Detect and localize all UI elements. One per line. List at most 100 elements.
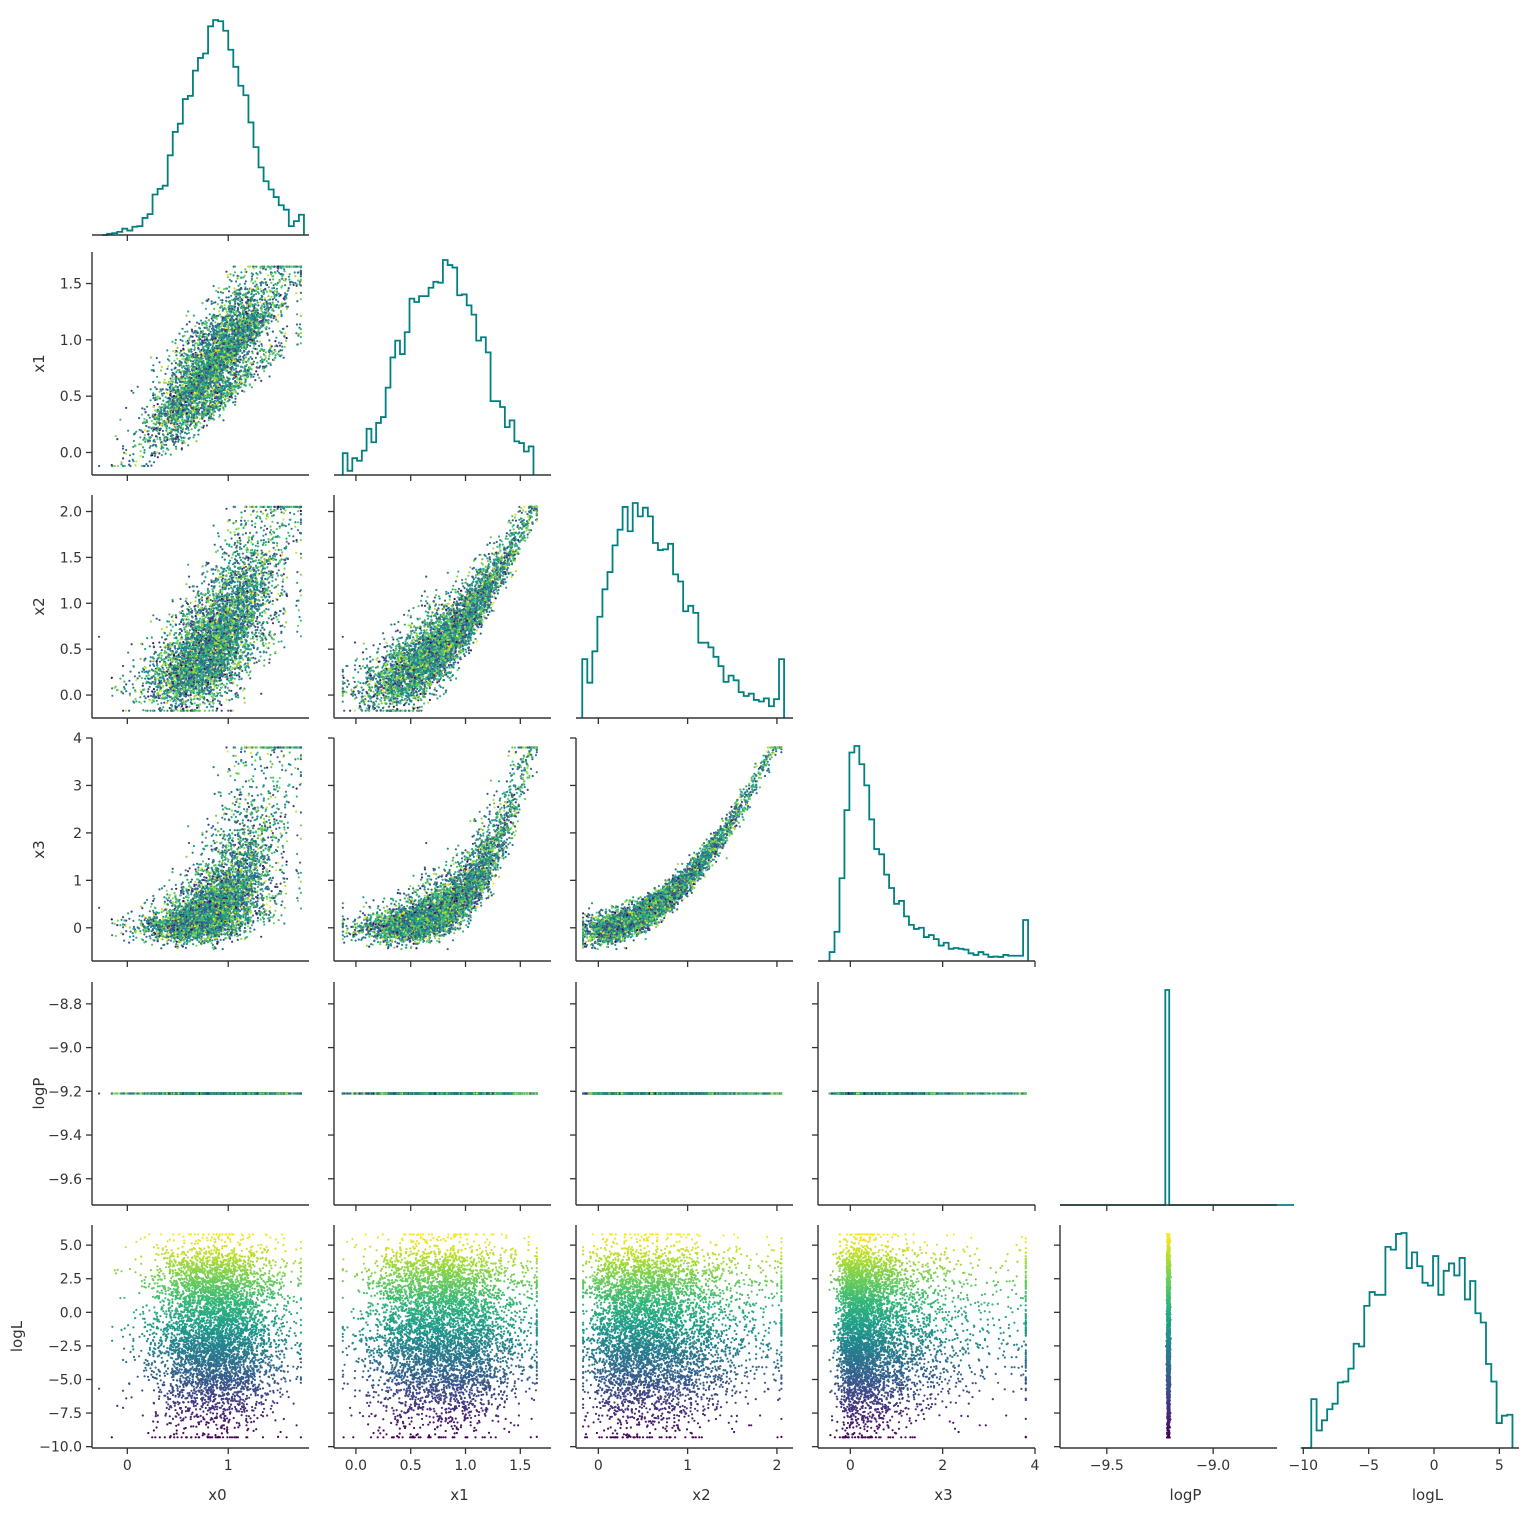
scatter-point [283, 298, 285, 300]
scatter-point [223, 288, 225, 290]
scatter-point [231, 338, 233, 340]
scatter-point [229, 367, 231, 369]
scatter-point [218, 370, 220, 372]
scatter-point [244, 347, 246, 349]
scatter-point [240, 359, 242, 361]
scatter-point [269, 349, 271, 351]
scatter-point [228, 317, 230, 319]
scatter-point [172, 415, 174, 417]
scatter-point [252, 336, 254, 338]
scatter-point [281, 305, 283, 307]
scatter-point [205, 333, 207, 335]
scatter-point [143, 465, 145, 467]
scatter-point [212, 375, 214, 377]
scatter-point [244, 288, 246, 290]
scatter-point [244, 381, 246, 383]
scatter-point [195, 402, 197, 404]
scatter-point [200, 377, 202, 379]
scatter-point [260, 288, 262, 290]
scatter-point [196, 382, 198, 384]
scatter-point [242, 362, 244, 364]
scatter-point [262, 324, 264, 326]
scatter-point [185, 423, 187, 425]
scatter-point [241, 390, 243, 392]
scatter-point [270, 282, 272, 284]
scatter-point [241, 324, 243, 326]
scatter-point [214, 411, 216, 413]
scatter-point [280, 294, 282, 296]
scatter-point [234, 354, 236, 356]
scatter-point [235, 362, 237, 364]
scatter-point [141, 414, 143, 416]
scatter-point [244, 283, 246, 285]
scatter-point [187, 364, 189, 366]
scatter-point [266, 291, 268, 293]
scatter-point [166, 349, 168, 351]
scatter-point [217, 303, 219, 305]
scatter-point [238, 374, 240, 376]
scatter-point [175, 380, 177, 382]
scatter-point [212, 392, 214, 394]
scatter-point [273, 352, 275, 354]
scatter-point [181, 416, 183, 418]
scatter-point [200, 407, 202, 409]
scatter-point [172, 429, 174, 431]
scatter-point [153, 370, 155, 372]
scatter-point [260, 380, 262, 382]
scatter-point [172, 350, 174, 352]
scatter-point [261, 358, 263, 360]
scatter-point [192, 353, 194, 355]
scatter-point [171, 408, 173, 410]
scatter-point [224, 360, 226, 362]
scatter-point [257, 374, 259, 376]
scatter-point [226, 314, 228, 316]
scatter-point [204, 406, 206, 408]
scatter-point [214, 321, 216, 323]
scatter-point [237, 285, 239, 287]
scatter-point [211, 339, 213, 341]
scatter-point [207, 365, 209, 367]
scatter-point [282, 266, 284, 268]
scatter-point [209, 326, 211, 328]
scatter-point [203, 363, 205, 365]
scatter-point [223, 319, 225, 321]
scatter-point [180, 439, 182, 441]
scatter-point [294, 282, 296, 284]
scatter-point [174, 351, 176, 353]
scatter-point [259, 341, 261, 343]
scatter-point [162, 400, 164, 402]
scatter-point [214, 397, 216, 399]
scatter-point [216, 402, 218, 404]
scatter-point [215, 373, 217, 375]
scatter-point [196, 413, 198, 415]
scatter-point [185, 391, 187, 393]
scatter-point [206, 344, 208, 346]
scatter-point [178, 425, 180, 427]
scatter-point [181, 447, 183, 449]
scatter-point [177, 386, 179, 388]
scatter-point [236, 315, 238, 317]
scatter-point [161, 366, 163, 368]
scatter-point [270, 306, 272, 308]
scatter-point [296, 323, 298, 325]
scatter-point [156, 438, 158, 440]
scatter-point [257, 328, 259, 330]
histogram-x0 [102, 20, 304, 235]
scatter-point [184, 442, 186, 444]
scatter-point [223, 340, 225, 342]
scatter-point [129, 454, 131, 456]
scatter-point [213, 308, 215, 310]
scatter-point [279, 355, 281, 357]
scatter-point [143, 418, 145, 420]
scatter-point [122, 448, 124, 450]
scatter-point [230, 295, 232, 297]
scatter-point [193, 371, 195, 373]
scatter-point [179, 352, 181, 354]
scatter-point [186, 404, 188, 406]
scatter-point [140, 450, 142, 452]
scatter-point [146, 406, 148, 408]
scatter-point [227, 307, 229, 309]
scatter-point [163, 434, 165, 436]
scatter-point [233, 287, 235, 289]
scatter-point [181, 391, 183, 393]
